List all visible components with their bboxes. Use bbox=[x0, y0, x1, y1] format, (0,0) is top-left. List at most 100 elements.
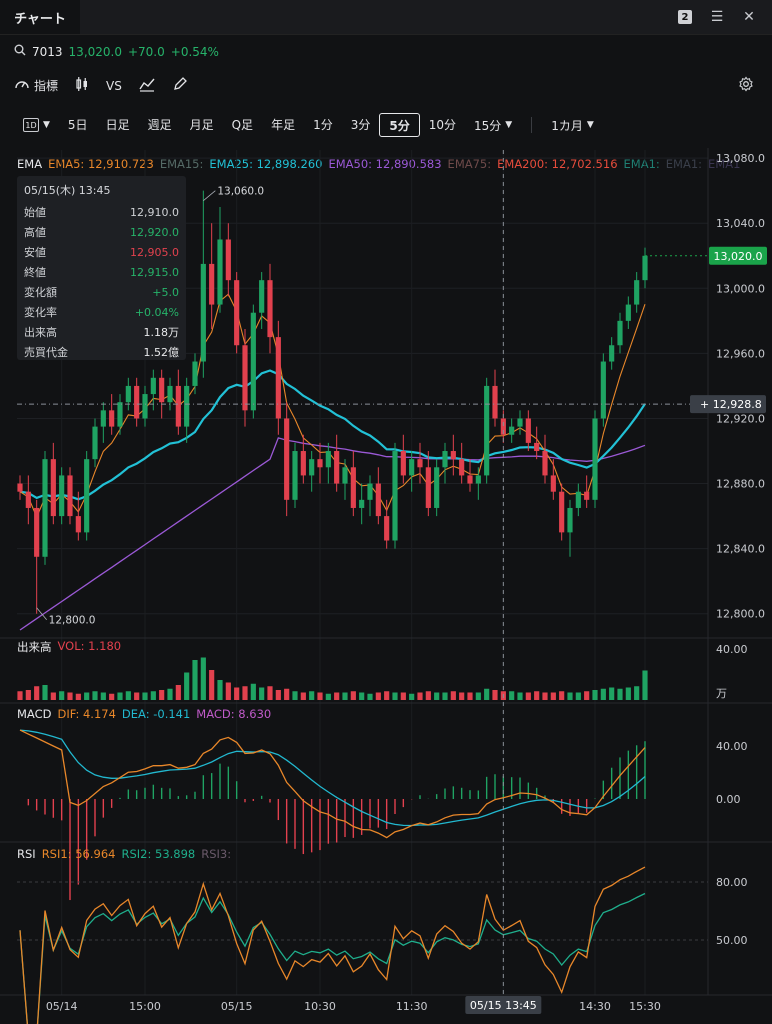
volume-bar bbox=[425, 691, 431, 700]
volume-bar bbox=[25, 690, 31, 700]
rsi-tick-label: 50.00 bbox=[716, 934, 748, 947]
tooltip-label: 出来高 bbox=[24, 326, 57, 339]
volume-bar bbox=[592, 690, 598, 700]
timeframe-9[interactable]: 10分 bbox=[428, 117, 456, 132]
compare-button[interactable]: VS bbox=[106, 79, 122, 93]
price-change-pct: +0.54% bbox=[170, 44, 219, 59]
ema-legend-item: EMA1 bbox=[708, 157, 741, 171]
volume-tick-label: 40.00 bbox=[716, 643, 748, 656]
tooltip-label: 終値 bbox=[24, 266, 46, 279]
ema-legend-item: EMA1: bbox=[665, 157, 703, 171]
rsi2-value: RSI2: 53.898 bbox=[121, 847, 196, 861]
macd-legend: MACD DIF: 4.174 DEA: -0.141 MACD: 8.630 bbox=[17, 707, 271, 721]
candle-body bbox=[92, 426, 98, 460]
volume-bar bbox=[550, 692, 556, 700]
macd-legend-label[interactable]: MACD bbox=[17, 707, 52, 721]
volume-legend-label[interactable]: 出来高 bbox=[17, 640, 52, 654]
candle-body bbox=[517, 418, 523, 427]
tab-chart[interactable]: チャート bbox=[0, 0, 80, 34]
search-icon[interactable] bbox=[14, 44, 26, 59]
candle-body bbox=[442, 451, 448, 468]
high-annotation-label: 13,060.0 bbox=[217, 186, 264, 198]
candle-body bbox=[59, 475, 65, 517]
interval-selector[interactable]: 1D ▼ bbox=[14, 114, 59, 136]
gauge-icon bbox=[14, 77, 30, 94]
tooltip-row: 変化額 +5.0 bbox=[17, 282, 186, 302]
list-menu-icon[interactable]: ☰ bbox=[710, 9, 724, 25]
drawing-button[interactable] bbox=[172, 76, 188, 95]
candle-body bbox=[609, 345, 615, 362]
macd-dif-line bbox=[19, 729, 646, 839]
ema50-line bbox=[19, 437, 646, 631]
ema-legend-item: EMA75: bbox=[447, 157, 492, 171]
ema-legend-label[interactable]: EMA bbox=[17, 157, 43, 171]
timeframe-3[interactable]: 月足 bbox=[189, 117, 214, 132]
candle-body bbox=[42, 459, 48, 557]
timeframe-7[interactable]: 3分 bbox=[350, 117, 371, 132]
volume-bar bbox=[92, 691, 98, 700]
volume-legend: 出来高 VOL: 1.180 bbox=[17, 639, 121, 655]
timeframe-2[interactable]: 週足 bbox=[147, 117, 172, 132]
tooltip-value: +0.04% bbox=[134, 305, 179, 319]
candle-body bbox=[25, 491, 31, 508]
timeframe-6[interactable]: 1分 bbox=[313, 117, 333, 132]
candle-type-button[interactable] bbox=[74, 76, 90, 95]
volume-bar bbox=[484, 688, 490, 700]
crosshair-time-tag bbox=[465, 996, 542, 1014]
last-price: 13,020.0 bbox=[68, 44, 122, 59]
rsi1-line bbox=[19, 866, 646, 1024]
tooltip-value: 12,915.0 bbox=[130, 265, 179, 279]
last-price-tag-label: 13,020.0 bbox=[714, 250, 763, 263]
timeframe-5[interactable]: 年足 bbox=[271, 117, 296, 132]
volume-bar bbox=[134, 692, 140, 700]
candle-body bbox=[309, 459, 315, 476]
tooltip-value: 1.52億 bbox=[143, 346, 180, 359]
settings-button[interactable] bbox=[738, 76, 754, 95]
candle-body bbox=[225, 239, 231, 281]
time-tick-label: 15:00 bbox=[129, 1000, 161, 1013]
chevron-down-icon: ▼ bbox=[586, 120, 594, 130]
tooltip-row: 安値 12,905.0 bbox=[17, 242, 186, 262]
volume-bar bbox=[184, 672, 190, 700]
volume-bar bbox=[525, 692, 531, 700]
candle-body bbox=[567, 507, 573, 533]
volume-bar bbox=[384, 691, 390, 700]
tooltip-datetime: 05/15(木) 13:45 bbox=[24, 184, 111, 197]
indicators-button[interactable]: 指標 bbox=[14, 77, 58, 94]
timeframe-0[interactable]: 5日 bbox=[67, 117, 88, 132]
chart-style-button[interactable] bbox=[138, 76, 156, 95]
window-count-icon[interactable]: 2 bbox=[676, 8, 694, 26]
tooltip-row: 始値 12,910.0 bbox=[17, 202, 186, 222]
timeframe-1[interactable]: 日足 bbox=[105, 117, 130, 132]
candle-body bbox=[167, 385, 173, 403]
macd-dif-value: DIF: 4.174 bbox=[57, 707, 116, 721]
rsi-legend: RSI RSI1: 56.964 RSI2: 53.898 RSI3: bbox=[17, 847, 231, 861]
volume-bar bbox=[359, 692, 365, 700]
range-dropdown[interactable]: 1カ月 ▼ bbox=[542, 114, 603, 136]
volume-bar bbox=[467, 692, 473, 700]
volume-bar bbox=[392, 692, 398, 700]
candle-body bbox=[100, 410, 106, 427]
last-price-tag bbox=[709, 246, 767, 265]
volume-bar bbox=[109, 693, 115, 700]
volume-bar bbox=[34, 686, 40, 700]
timeframe-8[interactable]: 5分 bbox=[379, 113, 420, 137]
volume-bar bbox=[350, 691, 356, 700]
volume-bar bbox=[400, 692, 406, 700]
rsi-legend-label[interactable]: RSI bbox=[17, 847, 36, 861]
compare-label: VS bbox=[106, 78, 122, 93]
symbol-code[interactable]: 7013 bbox=[32, 44, 63, 59]
close-icon[interactable]: ✕ bbox=[743, 9, 755, 25]
candle-body bbox=[542, 451, 548, 476]
price-tick-label: 12,960.0 bbox=[716, 347, 765, 360]
candle-body bbox=[125, 385, 131, 403]
timeframe-4[interactable]: Q足 bbox=[231, 117, 254, 132]
tooltip-label: 安値 bbox=[24, 246, 46, 259]
timeframe-15min-dropdown[interactable]: 15分 ▼ bbox=[465, 114, 521, 136]
candle-body bbox=[117, 402, 123, 427]
tooltip-label: 売買代金 bbox=[24, 346, 68, 359]
timeframe-15min-label: 15分 bbox=[474, 118, 502, 133]
candle-body bbox=[34, 507, 40, 557]
volume-bar bbox=[142, 692, 148, 700]
